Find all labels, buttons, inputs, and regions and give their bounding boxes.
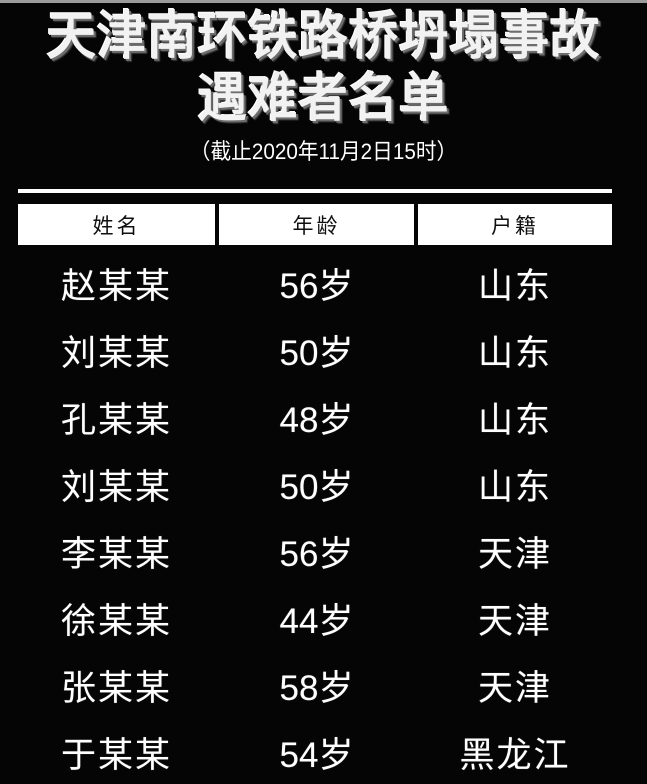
cell-residence: 天津 <box>477 601 552 641</box>
table-row: 孔某某 48岁 山东 <box>18 387 612 454</box>
cell-residence: 山东 <box>477 266 552 306</box>
cell-residence: 黑龙江 <box>459 735 571 775</box>
column-header-residence: 户籍 <box>418 204 612 245</box>
cell-residence: 山东 <box>477 333 552 373</box>
cell-age: 50岁 <box>279 467 354 507</box>
cell-name: 李某某 <box>60 534 172 574</box>
cell-name: 赵某某 <box>60 266 172 306</box>
table-row: 张某某 58岁 天津 <box>18 655 612 722</box>
cell-residence: 山东 <box>477 467 552 507</box>
top-edge-divider <box>0 0 647 3</box>
column-header-age: 年龄 <box>219 204 414 245</box>
cell-age: 58岁 <box>279 668 354 708</box>
cell-residence: 天津 <box>477 668 552 708</box>
cell-name: 刘某某 <box>60 333 172 373</box>
cell-name: 孔某某 <box>60 400 172 440</box>
page-title-line-1: 天津南环铁路桥坍塌事故 <box>46 8 601 66</box>
poster-title-block: 天津南环铁路桥坍塌事故 遇难者名单 （截止2020年11月2日15时） <box>0 6 647 166</box>
cell-residence: 山东 <box>477 400 552 440</box>
cell-name: 张某某 <box>60 668 172 708</box>
page-subtitle: （截止2020年11月2日15时） <box>189 139 458 164</box>
table-header-row: 姓名 年龄 户籍 <box>18 204 612 245</box>
column-header-name: 姓名 <box>18 204 215 245</box>
page-title-line-2: 遇难者名单 <box>197 70 450 128</box>
cell-age: 54岁 <box>279 735 354 775</box>
cell-age: 50岁 <box>279 333 354 373</box>
header-rule-divider <box>18 189 612 193</box>
table-row: 刘某某 50岁 山东 <box>18 454 612 521</box>
cell-age: 44岁 <box>279 601 354 641</box>
cell-name: 于某某 <box>60 735 172 775</box>
table-row: 李某某 56岁 天津 <box>18 521 612 588</box>
cell-residence: 天津 <box>477 534 552 574</box>
table-row: 赵某某 56岁 山东 <box>18 253 612 320</box>
cell-name: 徐某某 <box>60 601 172 641</box>
table-row: 刘某某 50岁 山东 <box>18 320 612 387</box>
cell-age: 48岁 <box>279 400 354 440</box>
table-row: 徐某某 44岁 天津 <box>18 588 612 655</box>
cell-age: 56岁 <box>279 534 354 574</box>
cell-age: 56岁 <box>279 266 354 306</box>
table-body: 赵某某 56岁 山东 刘某某 50岁 山东 孔某某 48岁 山东 刘某某 50岁… <box>18 253 612 784</box>
table-row: 于某某 54岁 黑龙江 <box>18 722 612 784</box>
cell-name: 刘某某 <box>60 467 172 507</box>
